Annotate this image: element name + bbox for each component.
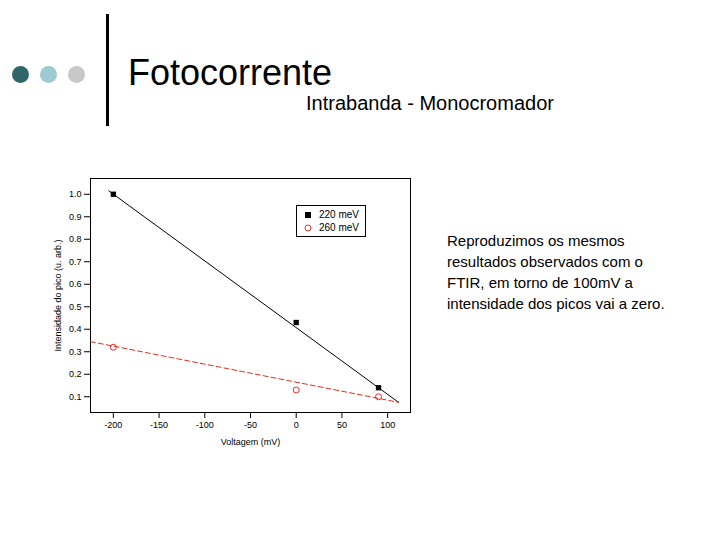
svg-text:0: 0 (294, 420, 299, 430)
svg-text:Voltagem (mV): Voltagem (mV) (221, 437, 281, 447)
html-text:Reproduzimos os mesmos: Reproduzimos os mesmos (447, 232, 625, 249)
svg-text:0.8: 0.8 (69, 234, 82, 244)
svg-text:-100: -100 (196, 420, 214, 430)
svg-text:-150: -150 (150, 420, 168, 430)
svg-text:Intensidade do pico (u. arb.): Intensidade do pico (u. arb.) (53, 239, 63, 351)
svg-text:1.0: 1.0 (69, 189, 82, 199)
svg-text:0.6: 0.6 (69, 279, 82, 289)
svg-text:0.3: 0.3 (69, 347, 82, 357)
svg-text:0.9: 0.9 (69, 212, 82, 222)
svg-text:100: 100 (380, 420, 395, 430)
html-text:260 meV: 260 meV (319, 222, 359, 233)
svg-text:0.7: 0.7 (69, 257, 82, 267)
html-text:220 meV: 220 meV (319, 209, 359, 220)
html-text:FTIR, em torno de 100mV a: FTIR, em torno de 100mV a (447, 274, 633, 291)
html-text:resultados observados com o: resultados observados com o (447, 253, 643, 270)
html-text:Fotocorrente: Fotocorrente (128, 52, 333, 93)
svg-text:-200: -200 (104, 420, 122, 430)
html-text:intensidade dos picos vai a ze: intensidade dos picos vai a zero. (447, 295, 665, 312)
svg-text:0.4: 0.4 (69, 324, 82, 334)
html-text:Intrabanda - Monocromador: Intrabanda - Monocromador (306, 92, 554, 114)
svg-text:-50: -50 (244, 420, 257, 430)
svg-text:0.5: 0.5 (69, 302, 82, 312)
svg-text:50: 50 (337, 420, 347, 430)
svg-text:0.2: 0.2 (69, 369, 82, 379)
svg-text:0.1: 0.1 (69, 392, 82, 402)
